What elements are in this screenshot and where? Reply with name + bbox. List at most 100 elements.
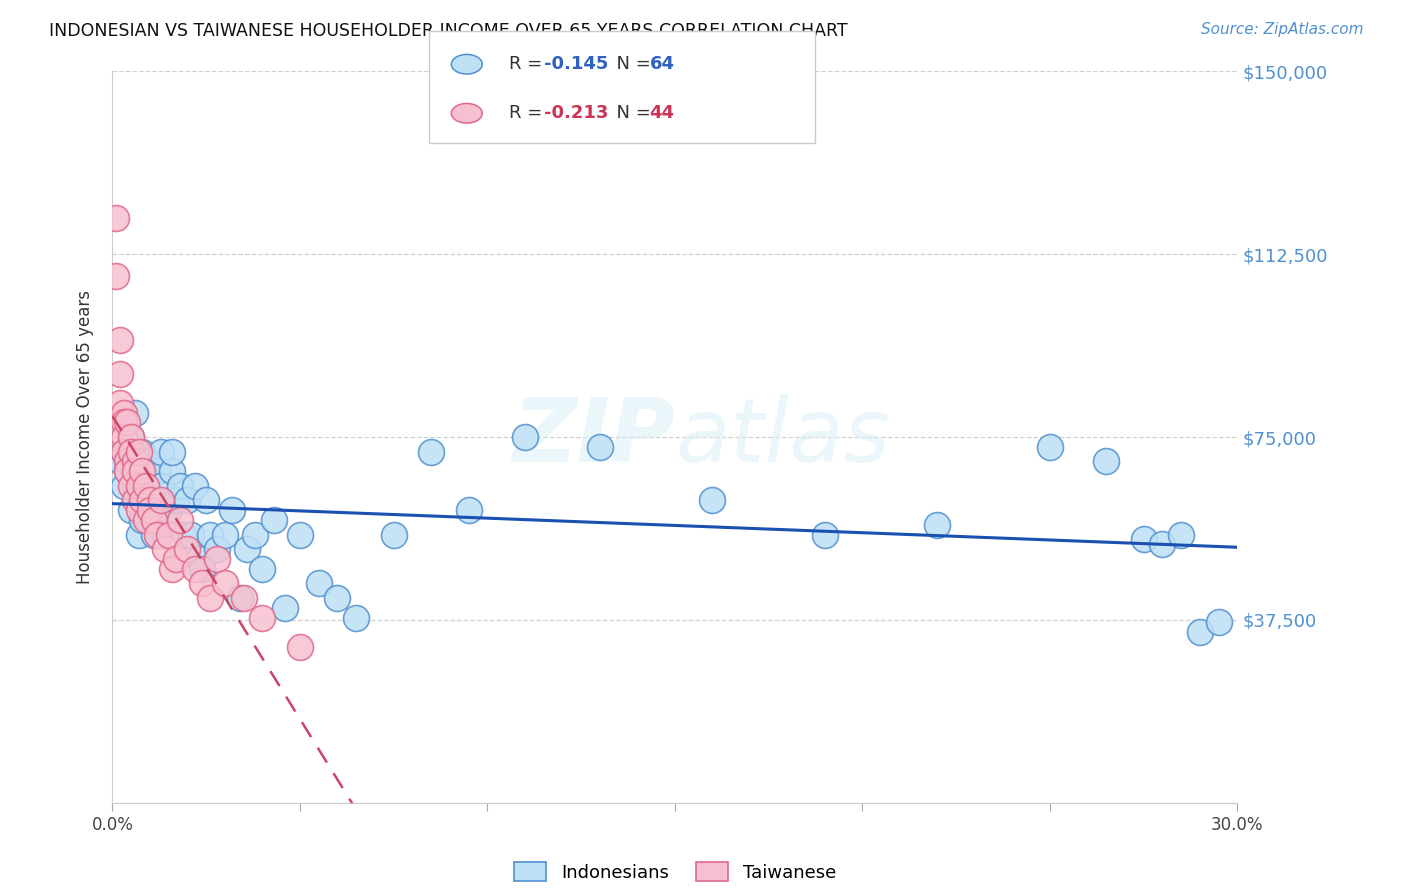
Point [1188,625,1211,640]
Point [191,576,214,591]
Point [198,527,221,541]
Point [274,600,297,615]
Text: -0.213: -0.213 [544,104,609,122]
Point [162,444,184,458]
Point [124,464,146,478]
Point [243,527,266,541]
Point [112,416,135,430]
Point [153,542,176,557]
Point [589,440,612,454]
Point [131,464,153,478]
Point [139,469,162,483]
Point [108,333,131,347]
Point [135,454,157,468]
Point [308,576,330,591]
Point [120,444,142,458]
Point [173,527,195,541]
Point [120,503,142,517]
Text: 64: 64 [650,55,675,73]
Text: R =: R = [509,104,548,122]
Point [135,479,157,493]
Point [120,430,142,444]
Point [176,493,198,508]
Point [165,552,187,566]
Point [252,562,274,576]
Text: ZIP: ZIP [512,393,675,481]
Point [131,444,153,458]
Point [117,454,139,468]
Point [176,542,198,557]
Point [105,269,128,284]
Point [702,493,724,508]
Point [162,464,184,478]
Text: Source: ZipAtlas.com: Source: ZipAtlas.com [1201,22,1364,37]
Text: atlas: atlas [675,394,890,480]
Point [1170,527,1192,541]
Point [1132,533,1154,547]
Point [214,576,236,591]
Point [146,513,169,527]
Point [142,493,165,508]
Point [207,552,229,566]
Point [108,367,131,381]
Point [128,444,150,458]
Point [457,503,479,517]
Point [131,513,153,527]
Text: N =: N = [605,55,657,73]
Y-axis label: Householder Income Over 65 years: Householder Income Over 65 years [76,290,94,584]
Point [112,479,135,493]
Point [112,430,135,444]
Point [162,562,184,576]
Point [207,542,229,557]
Point [288,527,311,541]
Point [263,513,285,527]
Point [135,479,157,493]
Point [146,527,169,541]
Point [124,493,146,508]
Point [184,479,207,493]
Point [198,591,221,605]
Point [128,489,150,503]
Point [165,493,187,508]
Point [236,542,259,557]
Point [120,479,142,493]
Point [513,430,536,444]
Point [117,464,139,478]
Point [135,513,157,527]
Point [184,562,207,576]
Point [326,591,349,605]
Point [187,552,209,566]
Point [112,406,135,420]
Point [1095,454,1118,468]
Text: INDONESIAN VS TAIWANESE HOUSEHOLDER INCOME OVER 65 YEARS CORRELATION CHART: INDONESIAN VS TAIWANESE HOUSEHOLDER INCO… [49,22,848,40]
Point [117,464,139,478]
Point [153,527,176,541]
Text: 44: 44 [650,104,675,122]
Point [150,479,173,493]
Point [229,591,252,605]
Point [120,430,142,444]
Point [139,503,162,517]
Point [108,454,131,468]
Point [157,503,180,517]
Point [382,527,405,541]
Point [927,517,949,532]
Point [169,513,191,527]
Point [139,503,162,517]
Point [146,464,169,478]
Legend: Indonesians, Taiwanese: Indonesians, Taiwanese [506,855,844,888]
Point [157,527,180,541]
Point [124,406,146,420]
Point [169,479,191,493]
Point [117,416,139,430]
Point [112,444,135,458]
Point [150,493,173,508]
Point [180,527,202,541]
Point [1152,537,1174,551]
Point [1208,615,1230,630]
Point [112,444,135,458]
Point [214,527,236,541]
Point [131,493,153,508]
Point [232,591,254,605]
Point [150,444,173,458]
